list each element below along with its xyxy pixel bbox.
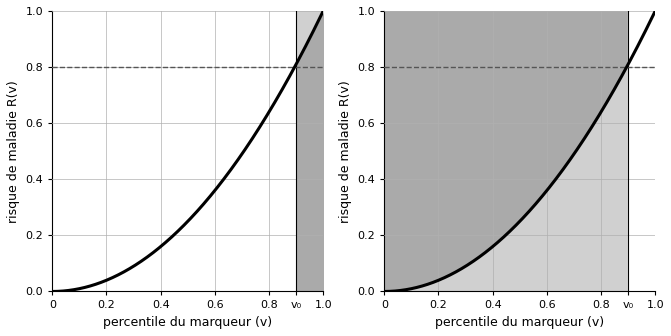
X-axis label: percentile du marqueur (v): percentile du marqueur (v) bbox=[103, 316, 272, 329]
Y-axis label: risque de maladie R(v): risque de maladie R(v) bbox=[7, 80, 20, 222]
Y-axis label: risque de maladie R(v): risque de maladie R(v) bbox=[339, 80, 352, 222]
X-axis label: percentile du marqueur (v): percentile du marqueur (v) bbox=[435, 316, 605, 329]
